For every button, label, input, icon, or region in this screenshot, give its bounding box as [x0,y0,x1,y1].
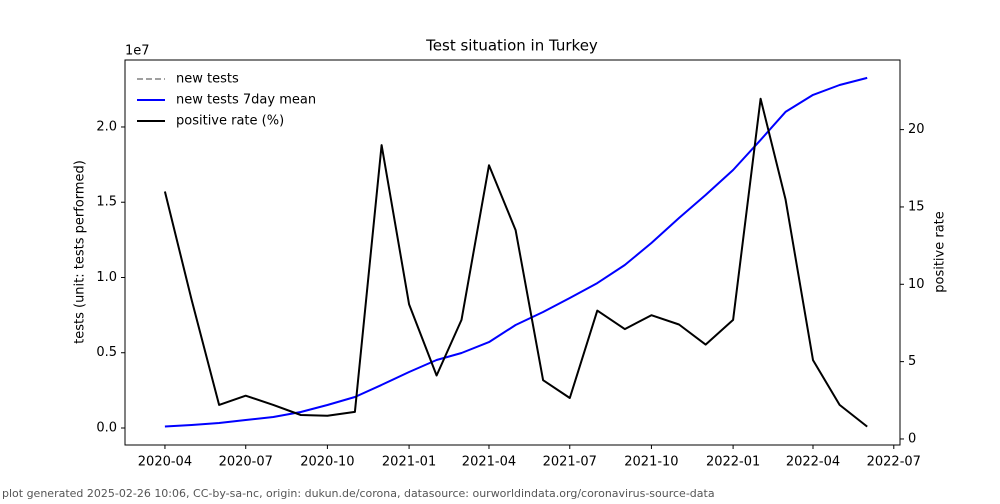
x-tick-label: 2020-04 [138,455,192,470]
y2-tick-label: 0 [908,431,916,446]
y2-tick-label: 20 [908,122,925,137]
footer: plot generated 2025-02-26 10:06, CC-by-s… [2,487,715,500]
y-axis-label: tests (unit: tests performed) [73,160,88,344]
y2-axis-label: positive rate [933,211,948,293]
offset-label: 1e7 [125,44,150,59]
y2-tick-label: 5 [908,354,916,369]
y2-tick-label: 10 [908,277,925,292]
y-tick-label: 1.5 [96,195,117,210]
legend-label: new tests [176,72,239,87]
x-tick-label: 2021-04 [462,455,516,470]
x-tick-label: 2020-10 [300,455,354,470]
series-line [164,76,868,428]
series-line [163,97,868,428]
x-tick-label: 2021-01 [382,455,436,470]
y-tick-label: 2.0 [96,119,117,134]
y-tick-label: 0.5 [96,345,117,360]
y-tick-label: 0.0 [96,420,117,435]
x-tick-label: 2020-07 [219,455,273,470]
x-tick-label: 2021-07 [543,455,597,470]
x-tick-label: 2022-01 [706,455,760,470]
x-tick-label: 2022-07 [867,455,921,470]
y-tick-label: 1.0 [96,270,117,285]
legend-label: new tests 7day mean [176,93,316,108]
plot-frame [124,59,901,446]
x-tick-label: 2022-04 [786,455,840,470]
chart-title: Test situation in Turkey [425,37,598,55]
x-tick-label: 2021-10 [624,455,678,470]
y2-tick-label: 15 [908,199,925,214]
legend-label: positive rate (%) [176,114,284,129]
